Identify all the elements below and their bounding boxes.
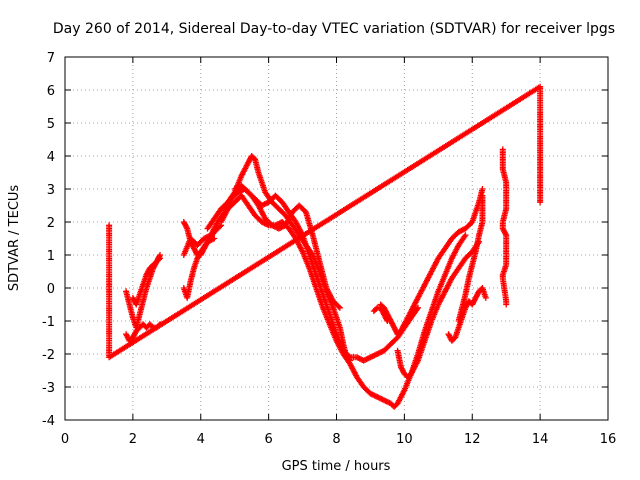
y-tick-label: -2: [42, 348, 55, 363]
x-tick-label: 10: [396, 432, 413, 447]
data-point: [503, 301, 510, 308]
y-tick-label: 6: [47, 84, 55, 99]
data-point: [482, 294, 489, 301]
x-tick-label: 0: [61, 432, 69, 447]
y-tick-label: 0: [47, 282, 55, 297]
data-point: [157, 321, 164, 328]
x-tick-label: 16: [600, 432, 617, 447]
series-arc-10: [377, 186, 486, 338]
data-point: [335, 303, 342, 310]
data-point: [414, 304, 421, 311]
x-tick-label: 4: [197, 432, 205, 447]
x-tick-label: 14: [532, 432, 549, 447]
x-tick-label: 2: [129, 432, 137, 447]
y-tick-label: 2: [47, 216, 55, 231]
y-tick-label: -4: [42, 414, 55, 429]
y-tick-label: -3: [42, 381, 55, 396]
data-point: [157, 255, 164, 262]
data-point: [155, 322, 162, 329]
series-arc-2: [123, 321, 164, 344]
x-tick-label: 8: [332, 432, 340, 447]
plot-frame: [64, 56, 609, 421]
data-point: [479, 186, 486, 192]
data-points: [106, 83, 544, 410]
data-point: [336, 304, 343, 311]
y-tick-label: 3: [47, 183, 55, 198]
data-point: [149, 323, 156, 330]
data-point: [502, 230, 509, 237]
series-arc-5: [180, 222, 225, 301]
x-axis-label: GPS time / hours: [282, 459, 391, 474]
y-tick-label: -1: [42, 315, 55, 330]
data-point: [155, 256, 162, 263]
series-arc-3: [129, 255, 164, 308]
series-arc-11: [394, 238, 483, 381]
y-tick-label: 1: [47, 249, 55, 264]
data-point: [373, 305, 380, 312]
data-point: [383, 316, 390, 323]
series-arc-14: [370, 304, 391, 324]
data-point: [345, 353, 352, 360]
data-point: [537, 199, 544, 206]
y-tick-label: 7: [47, 51, 55, 66]
y-axis-label: SDTVAR / TECUs: [7, 185, 22, 292]
y-tick-label: 5: [47, 117, 55, 132]
series-arc-13: [455, 192, 486, 324]
data-point: [183, 224, 190, 231]
data-point: [479, 192, 486, 199]
series-arc-15: [499, 146, 510, 308]
data-point: [462, 232, 469, 239]
x-tick-label: 6: [264, 432, 272, 447]
chart-title: Day 260 of 2014, Sidereal Day-to-day VTE…: [53, 21, 615, 37]
x-tick-label: 12: [464, 432, 481, 447]
data-point: [384, 318, 391, 324]
y-tick-label: 4: [47, 150, 55, 165]
